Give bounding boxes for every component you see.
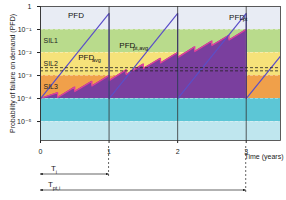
svg-text:pt,avg: pt,avg [133, 45, 148, 51]
svg-text:Probability of failure on dema: Probability of failure on demand (PFD) [9, 14, 17, 133]
svg-text:10⁻³: 10⁻³ [18, 72, 32, 79]
svg-text:avg: avg [92, 57, 101, 63]
svg-text:SIL1: SIL1 [44, 37, 59, 44]
svg-text:pt: pt [243, 16, 248, 22]
svg-text:SIL3: SIL3 [44, 83, 59, 90]
svg-text:10⁻⁴: 10⁻⁴ [17, 95, 32, 102]
svg-text:2: 2 [176, 148, 180, 155]
svg-text:SIL2: SIL2 [44, 60, 59, 67]
svg-text:Ti: Ti [51, 164, 57, 175]
svg-text:10⁻⁵: 10⁻⁵ [17, 118, 31, 125]
svg-text:0: 0 [39, 148, 43, 155]
svg-text:PFD: PFD [119, 41, 136, 51]
svg-text:PFD: PFD [78, 53, 95, 63]
svg-text:1: 1 [107, 148, 111, 155]
svg-text:10⁻²: 10⁻² [18, 49, 32, 56]
svg-text:Time (years): Time (years) [244, 153, 283, 161]
svg-text:Tpt,i: Tpt,i [48, 180, 60, 191]
svg-text:PFD: PFD [229, 12, 246, 22]
svg-text:1: 1 [28, 3, 32, 10]
svg-text:PFD: PFD [68, 11, 84, 20]
svg-text:10⁻¹: 10⁻¹ [18, 26, 32, 33]
